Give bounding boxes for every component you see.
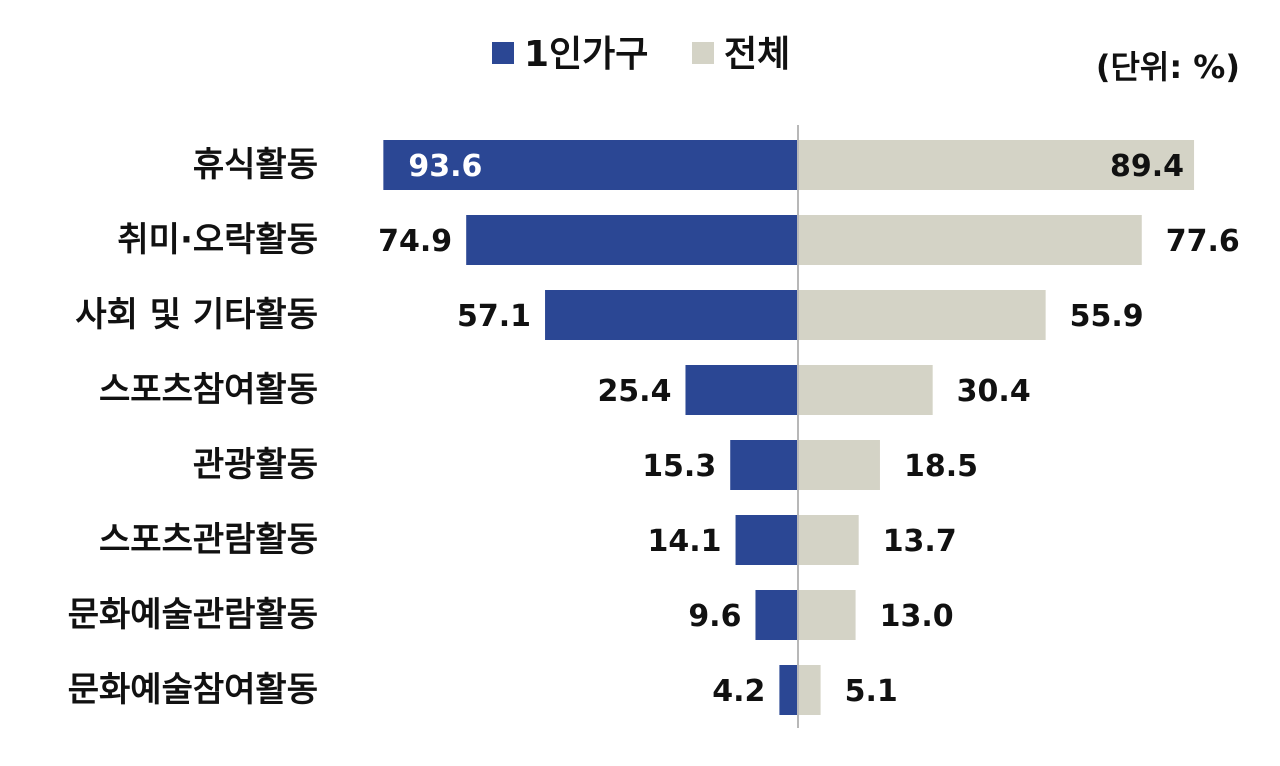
value-label-전체: 18.5 <box>904 449 978 484</box>
category-label: 취미·오락활동 <box>117 220 318 260</box>
bar-1인가구 <box>685 365 798 415</box>
bar-area: 휴식활동 93.6 89.4 취미·오락활동 74.9 77.6 사회 및 기타활동 57.1… <box>68 140 1240 715</box>
bar-전체 <box>798 515 859 565</box>
category-label: 휴식활동 <box>193 145 318 185</box>
bar-1인가구 <box>730 440 798 490</box>
value-label-전체: 13.7 <box>883 524 957 559</box>
bar-1인가구 <box>755 590 798 640</box>
bar-전체 <box>798 140 1195 190</box>
bar-1인가구 <box>545 290 798 340</box>
value-label-1인가구: 14.1 <box>648 524 722 559</box>
value-label-전체: 77.6 <box>1166 224 1240 259</box>
legend-swatch-1인가구 <box>492 42 514 64</box>
legend-swatch-전체 <box>692 42 714 64</box>
bar-전체 <box>798 215 1142 265</box>
category-label: 스포츠관람활동 <box>99 520 318 560</box>
bar-1인가구 <box>383 140 798 190</box>
category-label: 사회 및 기타활동 <box>75 295 318 335</box>
value-label-전체: 55.9 <box>1070 299 1144 334</box>
bar-전체 <box>798 365 933 415</box>
bar-1인가구 <box>466 215 798 265</box>
bar-전체 <box>798 290 1046 340</box>
category-label: 스포츠참여활동 <box>99 370 318 410</box>
unit-label: (단위: %) <box>1096 48 1240 86</box>
value-label-1인가구: 74.9 <box>378 224 452 259</box>
category-label: 문화예술관람활동 <box>68 595 318 635</box>
value-label-1인가구: 93.6 <box>408 149 482 184</box>
category-label: 문화예술참여활동 <box>68 670 318 710</box>
bar-전체 <box>798 665 821 715</box>
value-label-1인가구: 25.4 <box>597 374 671 409</box>
legend-label-1인가구: 1인가구 <box>524 34 648 75</box>
value-label-전체: 89.4 <box>1110 149 1184 184</box>
bar-1인가구 <box>779 665 798 715</box>
value-label-1인가구: 57.1 <box>457 299 531 334</box>
value-label-전체: 30.4 <box>957 374 1031 409</box>
bar-1인가구 <box>735 515 798 565</box>
bar-전체 <box>798 590 856 640</box>
value-label-전체: 13.0 <box>880 599 954 634</box>
legend: 1인가구 전체 <box>492 34 790 75</box>
value-label-1인가구: 15.3 <box>642 449 716 484</box>
legend-label-전체: 전체 <box>724 34 790 75</box>
value-label-1인가구: 9.6 <box>688 599 741 634</box>
category-label: 관광활동 <box>193 445 318 485</box>
value-label-1인가구: 4.2 <box>712 674 765 709</box>
bar-전체 <box>798 440 880 490</box>
value-label-전체: 5.1 <box>845 674 898 709</box>
